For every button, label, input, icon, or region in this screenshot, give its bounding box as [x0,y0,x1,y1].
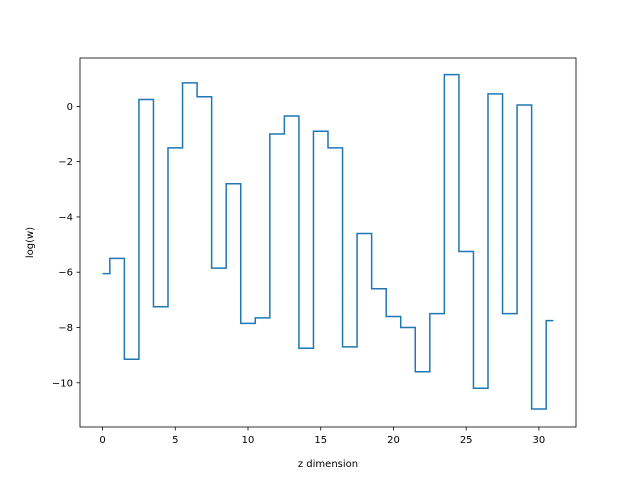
y-tick-label: −10 [52,378,73,389]
x-tick-label: 30 [533,435,546,446]
x-tick-label: 0 [99,435,105,446]
x-axis-ticks: 0 5 10 15 20 25 30 [99,427,545,446]
x-tick-label: 10 [242,435,255,446]
x-tick-label: 5 [172,435,178,446]
x-tick-label: 15 [314,435,327,446]
y-axis-label: log(w) [25,227,36,258]
y-axis-ticks: −10 −8 −6 −4 −2 0 [52,102,80,389]
x-tick-label: 20 [387,435,400,446]
series-layer [102,73,554,410]
series-line [102,73,554,410]
y-tick-label: −2 [58,157,73,168]
y-tick-label: −8 [58,323,73,334]
x-tick-label: 25 [460,435,473,446]
y-tick-label: −4 [58,212,73,223]
y-tick-label: −6 [58,268,73,279]
x-axis-label: z dimension [298,459,358,470]
plot-frame [79,57,577,428]
y-tick-label: 0 [67,102,73,113]
